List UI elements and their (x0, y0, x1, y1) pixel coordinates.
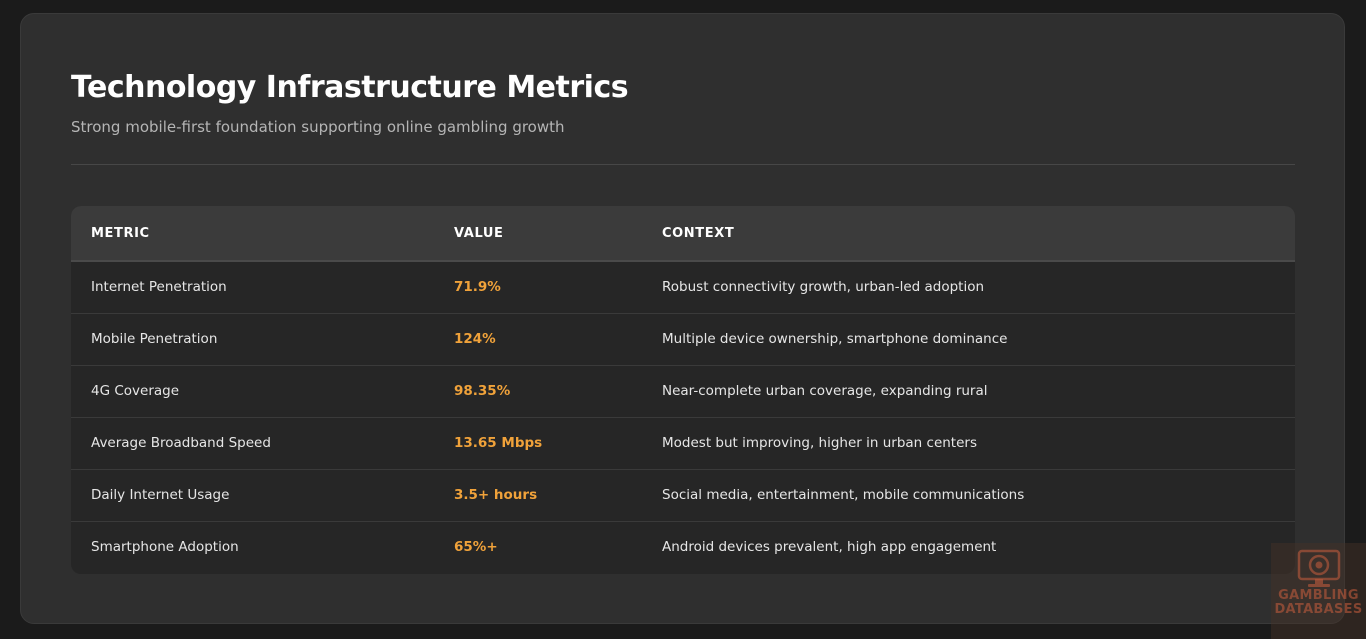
value-cell: 71.9% (454, 279, 501, 296)
watermark-text-line2: DATABASES (1274, 602, 1363, 617)
value-cell: 98.35% (454, 383, 511, 399)
table-row: Mobile Penetration 124% Multiple device … (71, 313, 1295, 365)
table-row: Daily Internet Usage 3.5+ hours Social m… (71, 469, 1295, 521)
metric-cell: Internet Penetration (91, 279, 227, 296)
column-header-value: VALUE (454, 225, 504, 241)
column-header-context: CONTEXT (662, 225, 735, 241)
metric-cell: Mobile Penetration (91, 331, 218, 347)
value-cell: 65%+ (454, 539, 498, 556)
page-subtitle: Strong mobile-first foundation supportin… (71, 118, 565, 136)
context-cell: Social media, entertainment, mobile comm… (662, 487, 1025, 503)
metrics-table: METRIC VALUE CONTEXT Internet Penetratio… (71, 206, 1295, 573)
metrics-card: Technology Infrastructure Metrics Strong… (20, 13, 1345, 624)
value-cell: 13.65 Mbps (454, 435, 543, 451)
page-title: Technology Infrastructure Metrics (71, 70, 629, 105)
value-cell: 124% (454, 331, 496, 347)
chip-monitor-icon (1297, 549, 1340, 587)
table-row: Smartphone Adoption 65%+ Android devices… (71, 521, 1295, 573)
metric-cell: Smartphone Adoption (91, 539, 239, 556)
context-cell: Modest but improving, higher in urban ce… (662, 435, 977, 451)
metric-cell: Average Broadband Speed (91, 435, 271, 451)
watermark-logo: GAMBLING DATABASES (1271, 543, 1366, 639)
metrics-table-container: METRIC VALUE CONTEXT Internet Penetratio… (71, 206, 1295, 574)
watermark-text-line1: GAMBLING (1278, 588, 1359, 603)
context-cell: Robust connectivity growth, urban-led ad… (662, 279, 985, 296)
table-row: Internet Penetration 71.9% Robust connec… (71, 261, 1295, 313)
metric-cell: 4G Coverage (91, 383, 180, 399)
table-row: 4G Coverage 98.35% Near-complete urban c… (71, 365, 1295, 417)
context-cell: Android devices prevalent, high app enga… (662, 539, 997, 556)
table-row: Average Broadband Speed 13.65 Mbps Modes… (71, 417, 1295, 469)
context-cell: Near-complete urban coverage, expanding … (662, 383, 988, 399)
value-cell: 3.5+ hours (454, 487, 538, 503)
table-header-row: METRIC VALUE CONTEXT (71, 206, 1295, 261)
column-header-metric: METRIC (91, 225, 150, 241)
context-cell: Multiple device ownership, smartphone do… (662, 331, 1008, 347)
metric-cell: Daily Internet Usage (91, 487, 230, 503)
divider (71, 164, 1295, 165)
